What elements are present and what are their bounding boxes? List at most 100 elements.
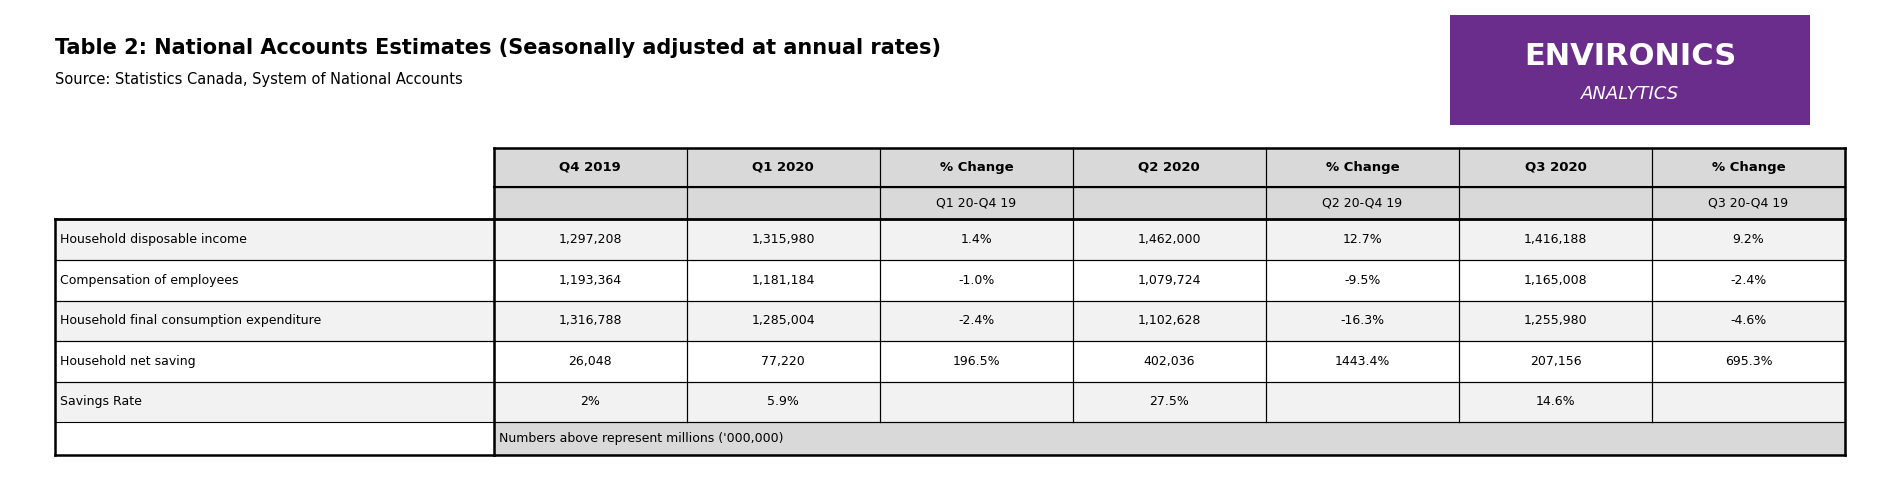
- Bar: [55, 186, 494, 220]
- Text: 196.5%: 196.5%: [952, 355, 999, 368]
- Bar: [1651, 382, 1845, 422]
- Bar: [494, 422, 1845, 455]
- Bar: [1651, 341, 1845, 382]
- Bar: [1651, 300, 1845, 341]
- Text: Q3 2020: Q3 2020: [1524, 161, 1586, 174]
- Text: 2%: 2%: [580, 396, 600, 408]
- Bar: [1651, 148, 1845, 186]
- Text: -9.5%: -9.5%: [1343, 274, 1381, 287]
- Bar: [1074, 186, 1265, 220]
- Text: Q4 2019: Q4 2019: [559, 161, 621, 174]
- Text: Savings Rate: Savings Rate: [61, 396, 142, 408]
- Bar: [880, 186, 1074, 220]
- Text: ANALYTICS: ANALYTICS: [1581, 85, 1680, 103]
- Bar: [1459, 148, 1651, 186]
- Text: 12.7%: 12.7%: [1343, 233, 1383, 246]
- Bar: [494, 300, 686, 341]
- Text: 1,462,000: 1,462,000: [1138, 233, 1201, 246]
- Bar: [494, 260, 686, 300]
- Bar: [1459, 260, 1651, 300]
- Bar: [1265, 382, 1459, 422]
- Text: 1,316,788: 1,316,788: [559, 314, 621, 328]
- Text: 1.4%: 1.4%: [960, 233, 992, 246]
- Text: -1.0%: -1.0%: [958, 274, 994, 287]
- Bar: [1074, 220, 1265, 260]
- Text: 402,036: 402,036: [1144, 355, 1195, 368]
- Text: Household net saving: Household net saving: [61, 355, 196, 368]
- Bar: [494, 186, 686, 220]
- Bar: [1459, 186, 1651, 220]
- Bar: [686, 260, 880, 300]
- Bar: [494, 220, 686, 260]
- Bar: [1651, 220, 1845, 260]
- Text: 1,193,364: 1,193,364: [559, 274, 621, 287]
- Bar: [880, 341, 1074, 382]
- Bar: [1265, 260, 1459, 300]
- Bar: [686, 186, 880, 220]
- Text: 9.2%: 9.2%: [1733, 233, 1765, 246]
- Bar: [1074, 148, 1265, 186]
- Bar: [55, 300, 494, 341]
- Text: -2.4%: -2.4%: [1731, 274, 1767, 287]
- Bar: [686, 382, 880, 422]
- Text: % Change: % Change: [1326, 161, 1398, 174]
- Text: -4.6%: -4.6%: [1731, 314, 1767, 328]
- Text: 1,102,628: 1,102,628: [1138, 314, 1201, 328]
- Text: 1,416,188: 1,416,188: [1524, 233, 1586, 246]
- Bar: [686, 341, 880, 382]
- Bar: [880, 220, 1074, 260]
- Bar: [494, 341, 686, 382]
- Text: 1,297,208: 1,297,208: [559, 233, 621, 246]
- Text: 26,048: 26,048: [568, 355, 612, 368]
- Bar: [494, 148, 686, 186]
- Text: Q1 2020: Q1 2020: [752, 161, 815, 174]
- Bar: [55, 422, 494, 455]
- Text: -16.3%: -16.3%: [1340, 314, 1385, 328]
- Text: % Change: % Change: [939, 161, 1013, 174]
- Bar: [1074, 300, 1265, 341]
- Bar: [1459, 341, 1651, 382]
- Bar: [1265, 186, 1459, 220]
- Text: 77,220: 77,220: [762, 355, 806, 368]
- Text: 1,315,980: 1,315,980: [752, 233, 815, 246]
- Text: -2.4%: -2.4%: [958, 314, 994, 328]
- Text: Q2 2020: Q2 2020: [1138, 161, 1201, 174]
- Bar: [1450, 15, 1811, 125]
- Bar: [880, 382, 1074, 422]
- Text: Household final consumption expenditure: Household final consumption expenditure: [61, 314, 321, 328]
- Bar: [880, 300, 1074, 341]
- Bar: [494, 382, 686, 422]
- Text: 1,255,980: 1,255,980: [1524, 314, 1586, 328]
- Bar: [55, 382, 494, 422]
- Bar: [55, 341, 494, 382]
- Text: Q2 20-Q4 19: Q2 20-Q4 19: [1322, 196, 1402, 209]
- Bar: [686, 300, 880, 341]
- Bar: [1074, 382, 1265, 422]
- Bar: [55, 220, 494, 260]
- Bar: [686, 220, 880, 260]
- Text: Source: Statistics Canada, System of National Accounts: Source: Statistics Canada, System of Nat…: [55, 72, 464, 87]
- Bar: [55, 148, 494, 186]
- Bar: [880, 260, 1074, 300]
- Bar: [1265, 148, 1459, 186]
- Bar: [1074, 260, 1265, 300]
- Bar: [880, 148, 1074, 186]
- Text: 27.5%: 27.5%: [1150, 396, 1189, 408]
- Bar: [1459, 382, 1651, 422]
- Bar: [1459, 220, 1651, 260]
- Text: ENVIRONICS: ENVIRONICS: [1524, 42, 1737, 71]
- Text: 1443.4%: 1443.4%: [1334, 355, 1391, 368]
- Bar: [55, 260, 494, 300]
- Bar: [1074, 341, 1265, 382]
- Bar: [1265, 220, 1459, 260]
- Text: Q3 20-Q4 19: Q3 20-Q4 19: [1708, 196, 1788, 209]
- Text: Q1 20-Q4 19: Q1 20-Q4 19: [937, 196, 1016, 209]
- Text: 207,156: 207,156: [1530, 355, 1581, 368]
- Bar: [1459, 300, 1651, 341]
- Bar: [1651, 260, 1845, 300]
- Text: Household disposable income: Household disposable income: [61, 233, 247, 246]
- Bar: [1265, 341, 1459, 382]
- Bar: [1265, 300, 1459, 341]
- Text: 695.3%: 695.3%: [1725, 355, 1773, 368]
- Bar: [1651, 186, 1845, 220]
